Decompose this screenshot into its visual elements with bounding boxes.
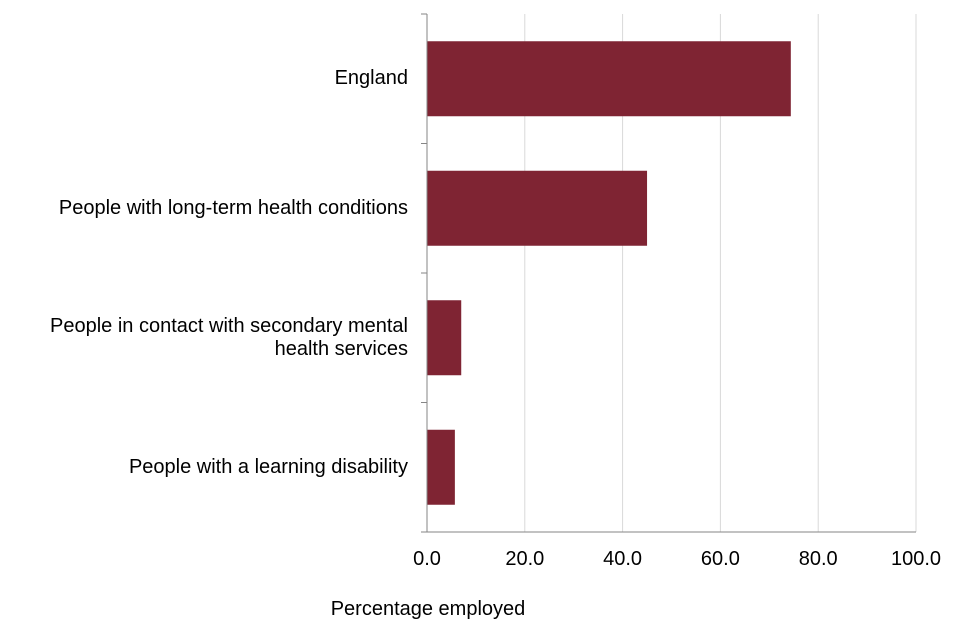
x-tick-label: 40.0 [603,548,642,570]
bars [427,41,791,505]
x-tick-label: 60.0 [701,548,740,570]
bar [427,300,462,376]
x-tick-label: 0.0 [413,548,441,570]
category-label: England [334,67,408,90]
x-tick-label: 100.0 [891,548,941,570]
axes [421,13,916,533]
x-axis-title: Percentage employed [330,598,526,620]
x-tick-labels: 0.0 20.0 40.0 60.0 80.0 100.0 [413,548,941,570]
category-label: People in contact with secondary mental … [50,314,408,360]
x-tick-label: 80.0 [799,548,838,570]
bar [427,41,791,117]
category-label: People with a learning disability [128,455,408,478]
bar [427,429,455,505]
x-tick-label: 20.0 [505,548,544,570]
category-label: People with long-term health conditions [58,196,408,219]
bar [427,170,648,246]
